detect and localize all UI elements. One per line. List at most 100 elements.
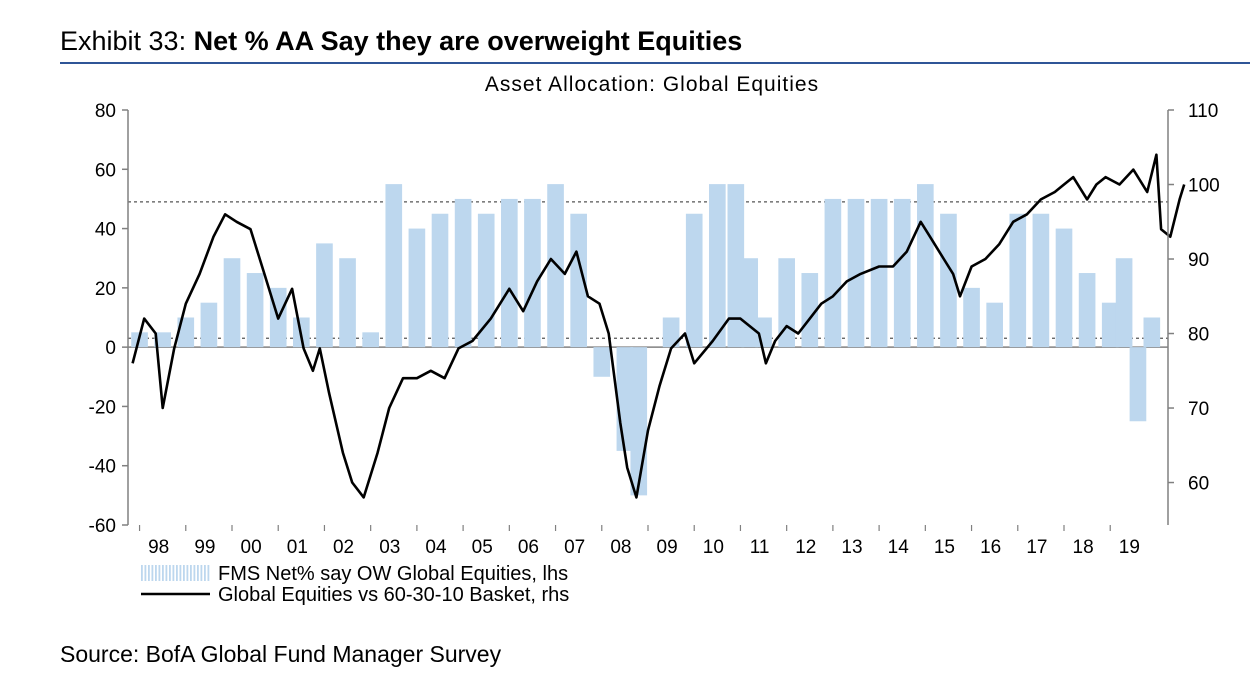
- bar: [223, 258, 241, 348]
- left-tick-label: -40: [89, 457, 116, 478]
- legend-bar-swatch: [141, 565, 143, 581]
- legend-bar-swatch: [176, 565, 178, 581]
- left-tick-label: -20: [89, 397, 116, 418]
- bar: [893, 198, 911, 348]
- bar: [154, 332, 171, 348]
- x-tick-label: 09: [657, 537, 678, 558]
- legend-bar-swatch: [193, 565, 196, 581]
- bar: [1055, 228, 1073, 348]
- bar: [593, 347, 611, 377]
- bar: [1032, 213, 1050, 348]
- bar: [1129, 347, 1147, 422]
- x-tick-label: 01: [287, 537, 308, 558]
- bar: [778, 258, 795, 348]
- bar: [940, 213, 957, 348]
- bar: [1078, 273, 1096, 348]
- legend-bar-swatch: [162, 565, 164, 581]
- bar: [824, 198, 842, 348]
- exhibit-title-text: Net % AA Say they are overweight Equitie…: [193, 26, 743, 56]
- x-tick-label: 99: [194, 537, 215, 558]
- legend-bar-swatch: [207, 565, 210, 581]
- bar: [431, 213, 449, 348]
- right-tick-label: 60: [1188, 474, 1209, 495]
- x-tick-label: 10: [703, 537, 724, 558]
- exhibit-prefix: Exhibit 33:: [60, 26, 187, 56]
- bar: [662, 317, 680, 348]
- bar: [385, 184, 403, 348]
- legend-label: FMS Net% say OW Global Equities, lhs: [218, 563, 568, 585]
- x-tick-label: 19: [1119, 537, 1140, 558]
- legend-bar-swatch: [190, 565, 192, 581]
- title-rule: [60, 62, 1250, 64]
- bar: [741, 258, 759, 348]
- x-tick-label: 00: [241, 537, 262, 558]
- bar: [454, 198, 472, 348]
- line-series: [131, 153, 1186, 499]
- bar: [1143, 317, 1161, 348]
- legend-bar-swatch: [200, 565, 203, 581]
- bar: [524, 198, 541, 348]
- legend-bar-swatch: [172, 565, 175, 581]
- bar: [408, 228, 426, 348]
- right-tick-label: 110: [1188, 101, 1218, 122]
- left-tick-label: 0: [105, 338, 116, 359]
- bar: [501, 198, 518, 348]
- legend-bar-swatch: [158, 565, 161, 581]
- legend-bar-swatch: [144, 565, 147, 581]
- legend-bar-swatch: [186, 565, 189, 581]
- legend-bar-swatch: [197, 565, 199, 581]
- x-tick-label: 17: [1026, 537, 1047, 558]
- legend: FMS Net% say OW Global Equities, lhsGlob…: [141, 563, 569, 606]
- legend-bar-swatch: [179, 565, 182, 581]
- right-tick-label: 80: [1188, 325, 1209, 346]
- legend-label: Global Equities vs 60-30-10 Basket, rhs: [218, 584, 569, 606]
- x-tick-label: 13: [841, 537, 862, 558]
- bar: [986, 302, 1003, 348]
- legend-bar-swatch: [148, 565, 150, 581]
- bar: [727, 184, 745, 348]
- x-tick-label: 08: [610, 537, 631, 558]
- bar: [316, 243, 333, 348]
- bar: [570, 213, 587, 348]
- x-tick-label: 02: [333, 537, 354, 558]
- bar: [1115, 258, 1133, 348]
- bar: [362, 332, 379, 348]
- bar: [685, 213, 703, 348]
- bar-series: [131, 184, 1161, 496]
- x-tick-label: 16: [980, 537, 1001, 558]
- x-tick-label: 18: [1073, 537, 1094, 558]
- right-tick-label: 90: [1188, 250, 1209, 271]
- bar: [1101, 302, 1119, 348]
- bar: [963, 287, 980, 348]
- left-tick-label: -60: [89, 516, 116, 537]
- legend-bar-swatch: [155, 565, 157, 581]
- left-tick-label: 80: [95, 101, 116, 122]
- bar: [246, 273, 264, 348]
- bar: [339, 258, 356, 348]
- left-tick-label: 60: [95, 160, 116, 181]
- legend-bar-swatch: [165, 565, 168, 581]
- x-tick-label: 05: [472, 537, 493, 558]
- right-tick-label: 100: [1188, 176, 1220, 197]
- bar: [477, 213, 495, 348]
- legend-bar-swatch: [169, 565, 171, 581]
- bar: [630, 347, 648, 496]
- x-tick-label: 98: [148, 537, 169, 558]
- bar: [917, 184, 934, 348]
- left-tick-label: 20: [95, 279, 116, 300]
- x-tick-label: 14: [888, 537, 910, 558]
- bar: [847, 198, 865, 348]
- chart: Asset Allocation: Global Equities -60 -40…: [89, 73, 1220, 606]
- x-tick-label: 03: [379, 537, 400, 558]
- chart-title: Asset Allocation: Global Equities: [485, 73, 819, 96]
- x-tick-label: 11: [750, 537, 770, 558]
- bar: [200, 302, 218, 348]
- right-tick-label: 70: [1188, 399, 1209, 420]
- bar: [870, 198, 888, 348]
- x-tick-label: 15: [934, 537, 955, 558]
- x-tick-label: 07: [564, 537, 585, 558]
- left-tick-label: 40: [95, 220, 116, 241]
- bar: [709, 184, 726, 348]
- x-tick-label: 12: [795, 537, 816, 558]
